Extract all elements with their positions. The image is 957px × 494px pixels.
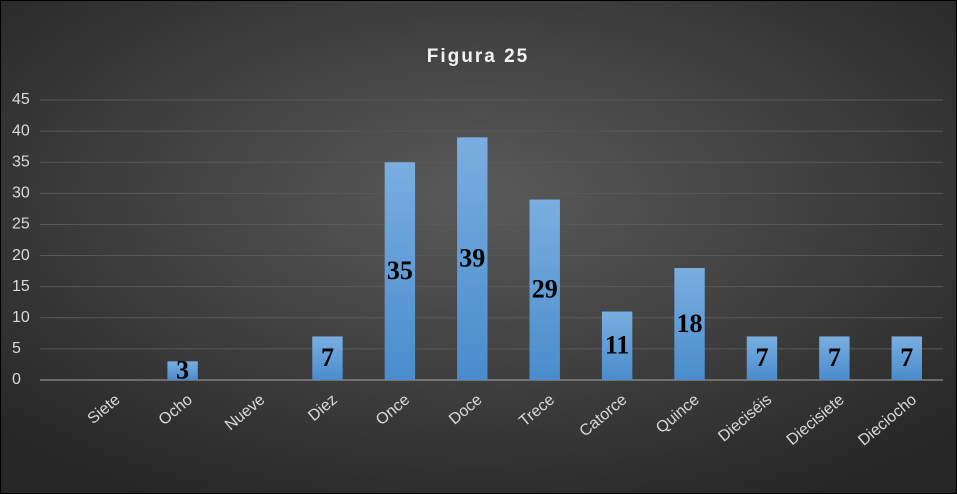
bar — [312, 336, 343, 380]
y-tick-label: 0 — [12, 371, 21, 388]
y-tick-label: 30 — [12, 185, 30, 202]
data-label: 7 — [828, 343, 841, 372]
data-label: 7 — [321, 343, 334, 372]
data-label: 39 — [459, 244, 485, 273]
bar — [167, 361, 198, 380]
data-label: 35 — [387, 256, 413, 285]
y-tick-label: 15 — [12, 278, 30, 295]
y-tick-label: 40 — [12, 122, 30, 139]
y-tick-label: 5 — [12, 340, 21, 357]
bar — [746, 336, 778, 380]
bar — [819, 336, 850, 380]
data-label: 29 — [532, 275, 558, 304]
y-tick-label: 45 — [12, 91, 30, 108]
bar — [384, 162, 416, 380]
bar — [891, 336, 922, 380]
y-tick-label: 25 — [12, 216, 30, 233]
bar — [529, 199, 560, 380]
data-label: 11 — [605, 331, 630, 360]
chart-title: Figura 25 — [427, 46, 529, 67]
data-label: 7 — [900, 343, 913, 372]
data-label: 7 — [755, 343, 768, 372]
bar — [601, 311, 633, 380]
bar — [457, 137, 488, 380]
data-label: 3 — [176, 356, 189, 385]
y-tick-label: 20 — [12, 247, 30, 264]
y-tick-label: 35 — [12, 153, 30, 170]
bar — [674, 268, 705, 380]
y-tick-label: 10 — [12, 309, 30, 326]
data-label: 18 — [677, 309, 703, 338]
